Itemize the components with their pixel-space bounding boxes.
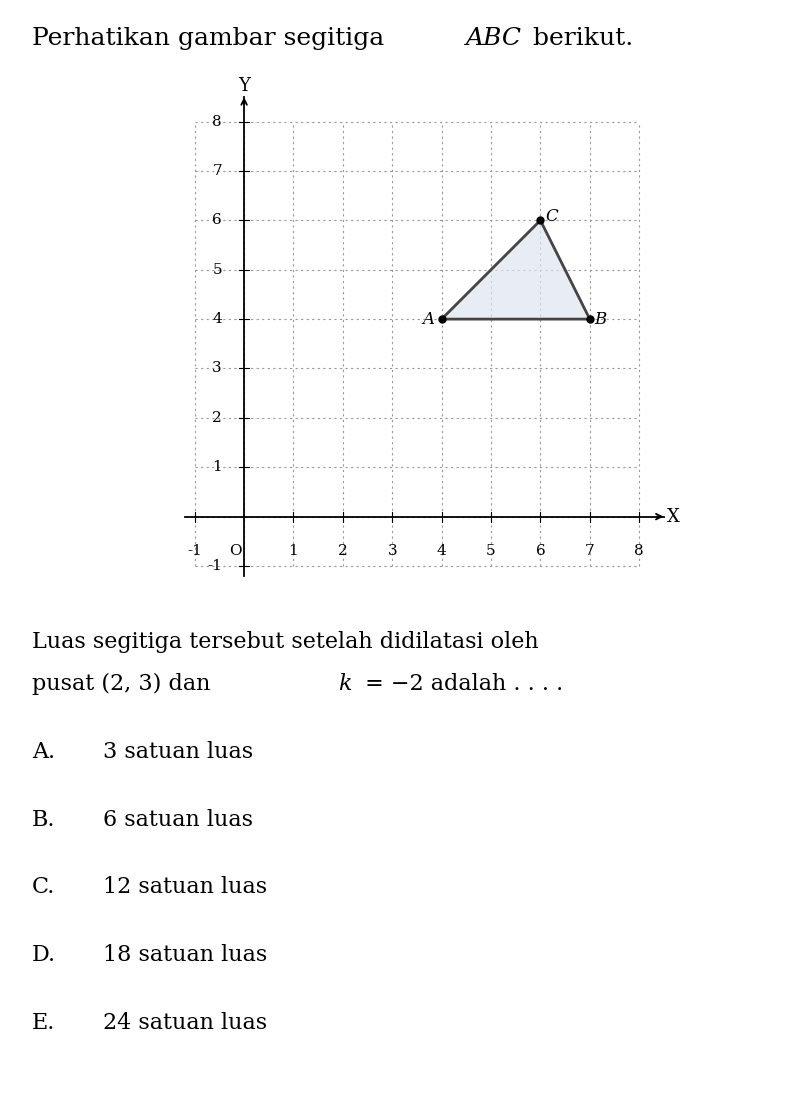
- Text: 24 satuan luas: 24 satuan luas: [103, 1012, 267, 1034]
- Text: -1: -1: [207, 559, 222, 573]
- Text: 8: 8: [634, 543, 644, 558]
- Text: -1: -1: [187, 543, 202, 558]
- Text: 18 satuan luas: 18 satuan luas: [103, 944, 267, 966]
- Text: 3: 3: [388, 543, 397, 558]
- Text: 2: 2: [212, 411, 222, 425]
- Text: 6: 6: [212, 214, 222, 227]
- Text: D.: D.: [32, 944, 56, 966]
- Text: X: X: [667, 508, 680, 526]
- Text: 3: 3: [213, 361, 222, 376]
- Text: 6 satuan luas: 6 satuan luas: [103, 809, 253, 831]
- Text: B: B: [595, 311, 607, 327]
- Text: A.: A.: [32, 741, 55, 763]
- Text: berikut.: berikut.: [525, 28, 634, 50]
- Polygon shape: [442, 220, 590, 320]
- Text: 7: 7: [585, 543, 595, 558]
- Text: 5: 5: [486, 543, 496, 558]
- Text: 3 satuan luas: 3 satuan luas: [103, 741, 254, 763]
- Text: 2: 2: [338, 543, 348, 558]
- Text: 6: 6: [536, 543, 545, 558]
- Text: pusat (2, 3) dan: pusat (2, 3) dan: [32, 673, 217, 695]
- Text: 8: 8: [213, 115, 222, 129]
- Text: 12 satuan luas: 12 satuan luas: [103, 876, 267, 898]
- Text: = −2 adalah . . . .: = −2 adalah . . . .: [358, 673, 564, 695]
- Text: C.: C.: [32, 876, 55, 898]
- Text: k: k: [338, 673, 352, 695]
- Text: O: O: [229, 543, 241, 558]
- Text: Perhatikan gambar segitiga: Perhatikan gambar segitiga: [32, 28, 392, 50]
- Text: 5: 5: [213, 262, 222, 277]
- Text: 7: 7: [213, 164, 222, 177]
- Text: E.: E.: [32, 1012, 55, 1034]
- Text: B.: B.: [32, 809, 56, 831]
- Text: 1: 1: [289, 543, 298, 558]
- Text: C: C: [545, 208, 558, 225]
- Text: ABC: ABC: [466, 28, 521, 50]
- Text: A: A: [422, 311, 434, 327]
- Text: 4: 4: [212, 312, 222, 326]
- Text: 4: 4: [437, 543, 447, 558]
- Text: Y: Y: [238, 77, 250, 95]
- Text: 1: 1: [212, 461, 222, 474]
- Text: Luas segitiga tersebut setelah didilatasi oleh: Luas segitiga tersebut setelah didilatas…: [32, 630, 538, 652]
